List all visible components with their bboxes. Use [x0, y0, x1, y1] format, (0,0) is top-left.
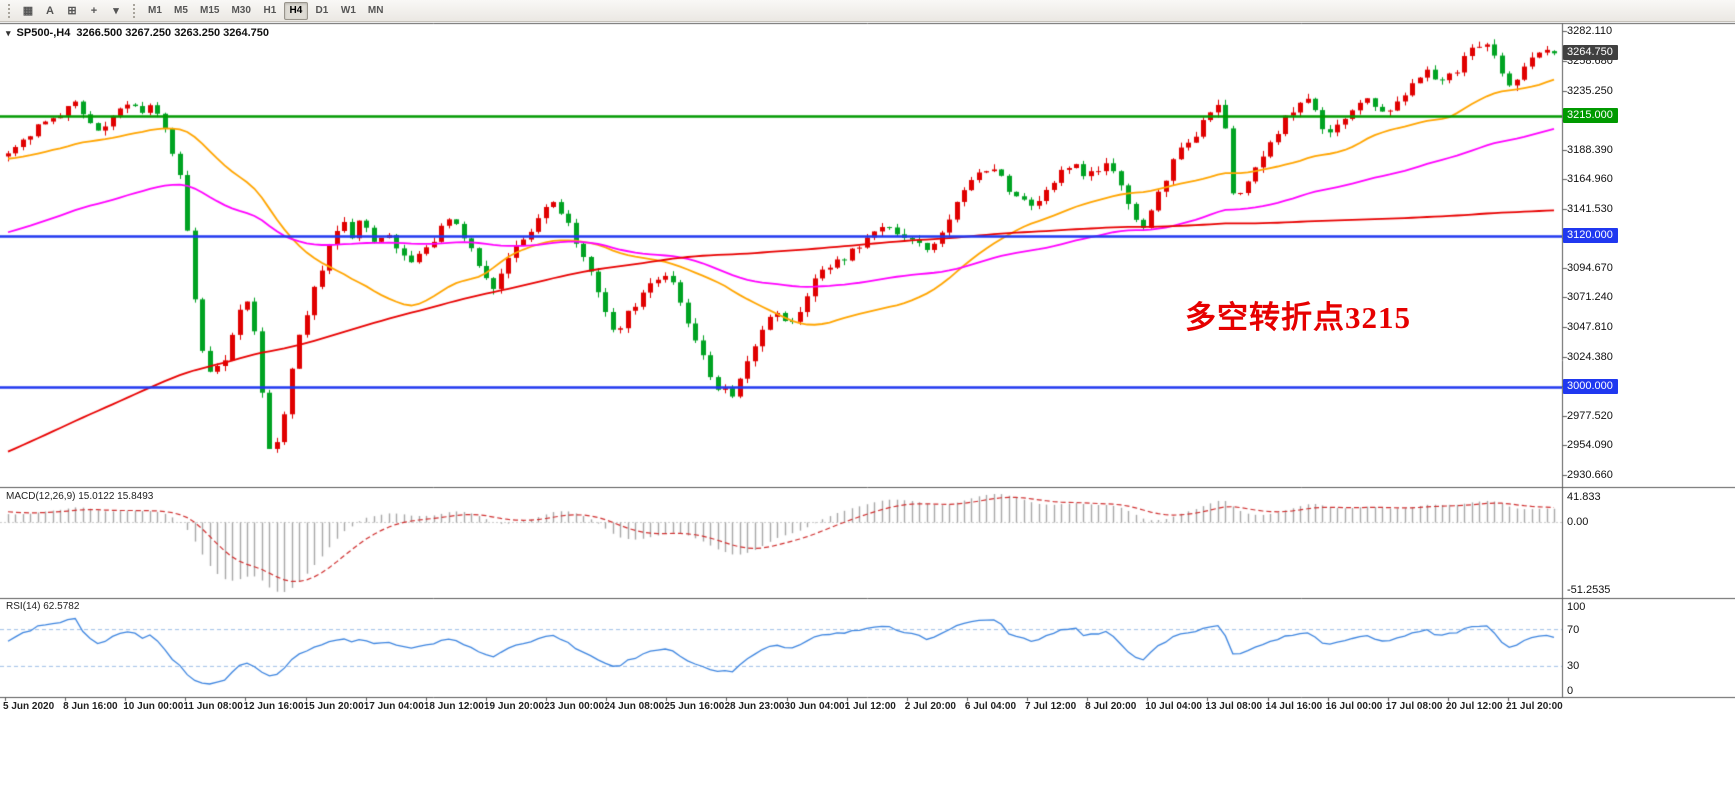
- timeframe-button-h1[interactable]: H1: [263, 5, 277, 16]
- time-scale[interactable]: [0, 698, 1562, 718]
- timeframe-button-mn[interactable]: MN: [367, 5, 384, 16]
- dropdown-arrow-icon[interactable]: ▾: [113, 5, 119, 17]
- toolbar-icons: ▦ A ⊞ + ▾: [18, 2, 126, 20]
- chart-shift-icon[interactable]: ⊞: [67, 5, 77, 17]
- price-scale[interactable]: [1562, 24, 1735, 698]
- toolbar-grip[interactable]: [133, 3, 136, 18]
- timeframe-button-d1[interactable]: D1: [315, 5, 329, 16]
- toolbar-grip[interactable]: [8, 3, 11, 18]
- crosshair-icon[interactable]: +: [90, 4, 98, 17]
- window-tile-icon[interactable]: ▦: [22, 5, 34, 17]
- timeframe-button-w1[interactable]: W1: [340, 5, 356, 16]
- annotate-text-icon[interactable]: A: [46, 4, 54, 17]
- timeframe-button-m30[interactable]: M30: [231, 5, 251, 16]
- timeframe-button-m15[interactable]: M15: [200, 5, 220, 16]
- timeframe-button-m5[interactable]: M5: [174, 5, 188, 16]
- timeframe-bar: M1 M5 M15 M30 H1 H4 D1 W1 MN: [143, 1, 388, 20]
- toolbar: ▦ A ⊞ + ▾ M1 M5 M15 M30 H1 H4 D1 W1 MN: [0, 0, 1735, 22]
- timeframe-button-h4[interactable]: H4: [283, 1, 308, 20]
- timeframe-button-m1[interactable]: M1: [148, 5, 162, 16]
